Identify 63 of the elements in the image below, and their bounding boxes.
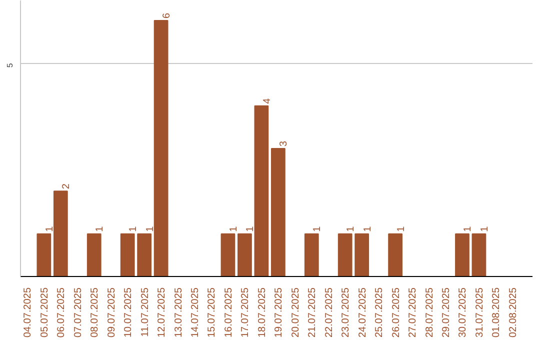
bar	[154, 20, 168, 276]
x-tick-label: 24.07.2025	[357, 287, 368, 338]
bar	[354, 233, 370, 276]
bar	[388, 233, 402, 276]
data-label: 1	[245, 226, 256, 232]
x-tick-label: 17.07.2025	[240, 287, 252, 338]
data-label: 2	[61, 183, 72, 190]
bar	[53, 190, 68, 276]
data-label: 6	[162, 12, 173, 19]
x-tick-label: 12.07.2025	[156, 287, 168, 338]
x-tick-label: 26.07.2025	[390, 287, 402, 338]
data-label: 4	[262, 98, 273, 104]
bar	[304, 233, 319, 276]
x-tick-label: 11.07.2025	[140, 287, 151, 337]
x-tick-label: 28.07.2025	[424, 287, 436, 338]
data-label: 1	[479, 226, 490, 232]
bar	[220, 233, 236, 276]
bar	[254, 105, 269, 276]
data-label: 1	[396, 226, 407, 232]
x-tick-label: 29.07.2025	[440, 287, 452, 338]
x-tick-label: 19.07.2025	[274, 287, 285, 338]
data-label: 1	[312, 226, 324, 232]
x-tick-label: 13.07.2025	[173, 287, 184, 338]
data-label: 1	[462, 226, 474, 232]
x-tick-label: 31.07.2025	[474, 287, 486, 338]
x-tick-label: 05.07.2025	[39, 287, 50, 338]
data-label: 3	[278, 140, 290, 147]
x-tick-label: 06.07.2025	[56, 287, 68, 338]
bar	[455, 233, 470, 276]
data-label: 1	[44, 226, 56, 232]
bar	[36, 233, 52, 276]
x-tick-label: 09.07.2025	[106, 287, 118, 338]
x-tick-label: 02.08.2025	[508, 287, 519, 338]
bar	[137, 233, 152, 276]
x-tick-label: 10.07.2025	[123, 287, 134, 338]
bar	[338, 233, 352, 276]
x-tick-label: 30.07.2025	[458, 287, 469, 338]
bar	[472, 233, 486, 276]
x-tick-label: 15.07.2025	[206, 287, 218, 338]
data-label: 1	[128, 226, 140, 232]
data-label: 1	[144, 226, 156, 232]
y-tick-label: 5	[6, 62, 14, 68]
data-label: 1	[94, 226, 106, 232]
bar	[238, 233, 252, 276]
x-tick-label: 07.07.2025	[72, 287, 84, 338]
data-label: 1	[346, 226, 357, 232]
x-tick-label: 20.07.2025	[290, 287, 302, 338]
x-tick-label: 16.07.2025	[223, 287, 234, 338]
x-tick-label: 23.07.2025	[340, 287, 352, 338]
x-tick-label: 25.07.2025	[374, 287, 386, 338]
x-tick-label: 14.07.2025	[190, 287, 202, 338]
x-tick-label: 01.08.2025	[491, 287, 502, 338]
x-tick-label: 04.07.2025	[22, 287, 34, 338]
x-tick-label: 18.07.2025	[256, 287, 268, 338]
x-tick-label: 22.07.2025	[324, 287, 335, 338]
bar	[86, 233, 102, 276]
data-label: 1	[228, 226, 240, 232]
data-label: 1	[362, 226, 374, 232]
x-tick-label: 08.07.2025	[90, 287, 101, 338]
x-tick-label: 21.07.2025	[307, 287, 318, 338]
bar	[120, 233, 135, 276]
bar	[270, 148, 286, 276]
x-tick-label: 27.07.2025	[408, 287, 419, 338]
